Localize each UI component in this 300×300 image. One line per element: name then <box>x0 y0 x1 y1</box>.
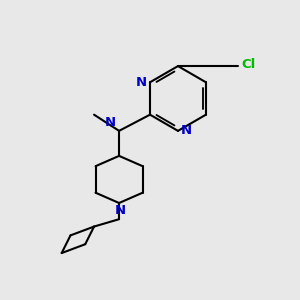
Text: N: N <box>180 124 191 137</box>
Text: N: N <box>135 76 146 89</box>
Text: Cl: Cl <box>242 58 256 71</box>
Text: N: N <box>114 205 125 218</box>
Text: N: N <box>105 116 116 129</box>
